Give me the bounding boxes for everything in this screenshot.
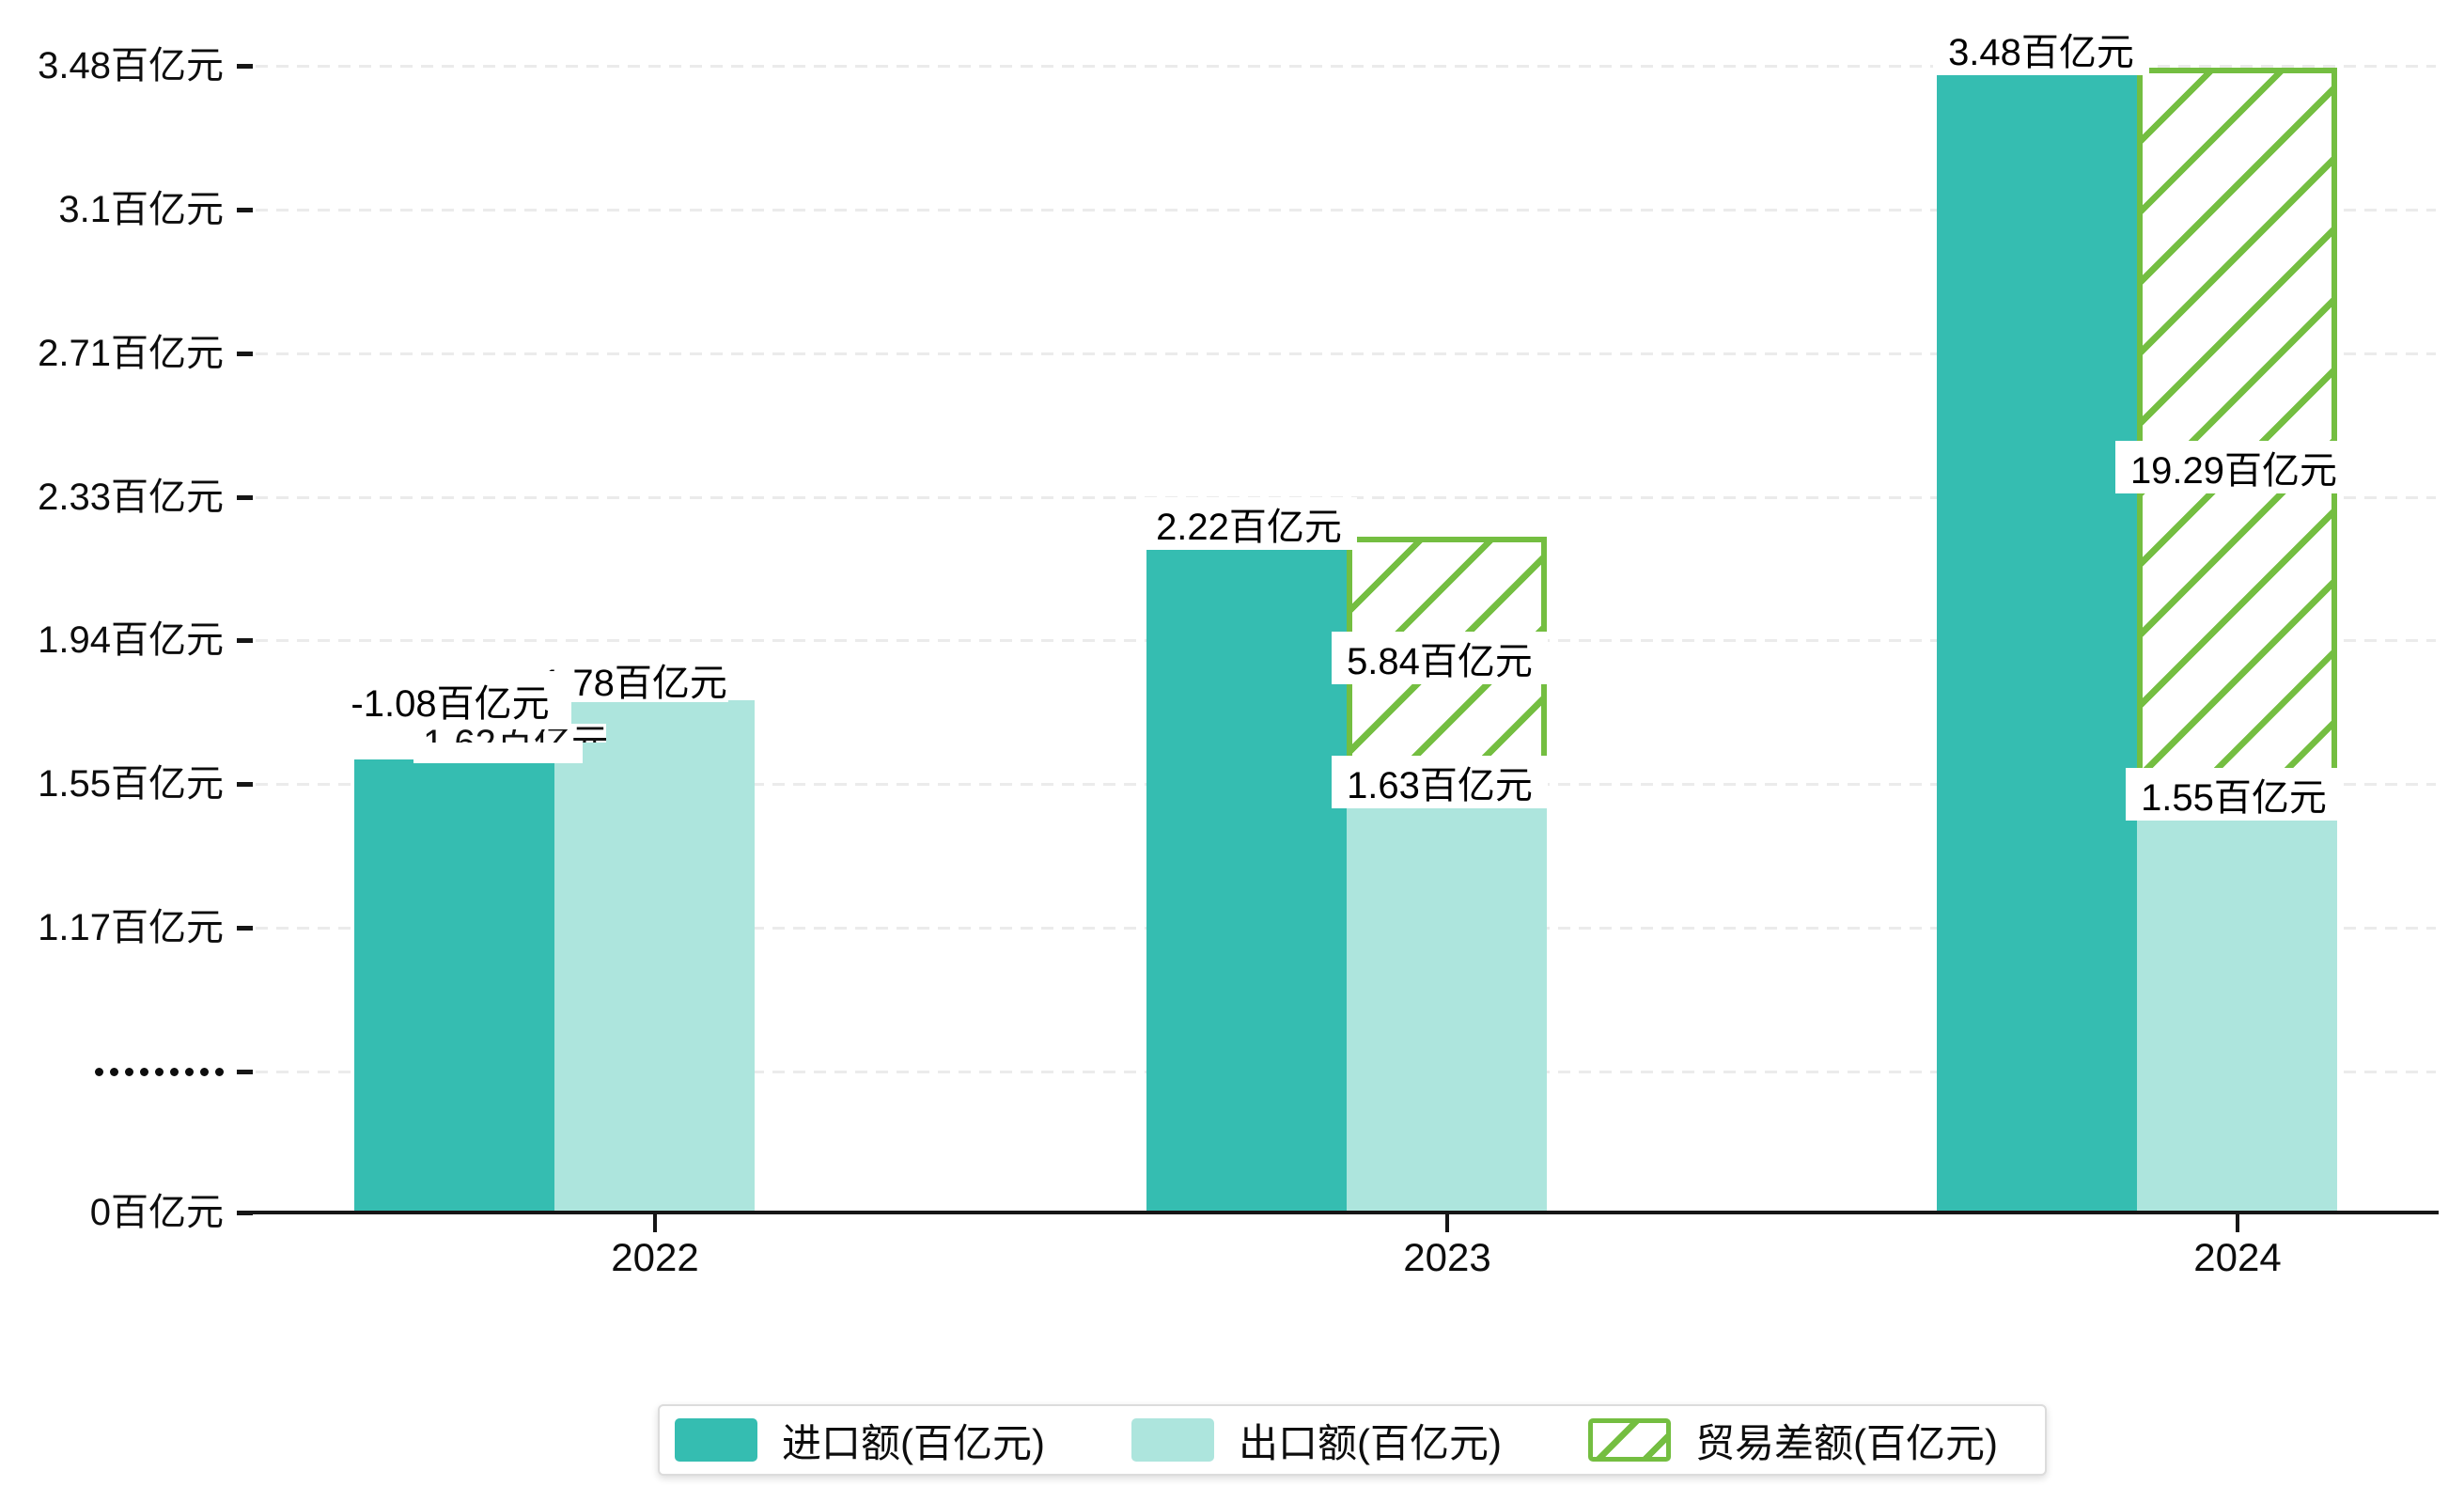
- gridline: [256, 352, 2436, 355]
- y-axis-label: 1.55百亿元: [38, 763, 224, 805]
- gridline: [256, 209, 2436, 211]
- import-bar: [354, 759, 554, 1213]
- y-axis-label: 1.94百亿元: [38, 619, 224, 661]
- export-bar: [1347, 755, 1547, 1213]
- y-axis-tick: [237, 352, 253, 356]
- y-axis-tick: [237, 1070, 253, 1074]
- x-axis-tick: [1445, 1214, 1449, 1232]
- color-swatch-icon: [675, 1418, 757, 1462]
- legend-item-export[interactable]: 出口额(百亿元): [1131, 1412, 1502, 1469]
- y-axis-label: 2.33百亿元: [38, 477, 224, 518]
- x-axis-label: 2022: [611, 1235, 699, 1279]
- import-bar: [1937, 68, 2137, 1213]
- y-axis-label: 0百亿元: [89, 1192, 224, 1233]
- export-value-label: 1.55百亿元: [2126, 768, 2342, 821]
- x-axis-line: [238, 1211, 2439, 1214]
- legend-label: 贸易差额(百亿元): [1694, 1420, 1998, 1465]
- import-value-label: 3.48百亿元: [1933, 23, 2149, 75]
- y-axis-label: 2.71百亿元: [38, 333, 224, 374]
- y-axis-tick: [237, 782, 253, 787]
- x-axis-label: 2023: [1403, 1235, 1491, 1279]
- x-axis-label: 2024: [2193, 1235, 2282, 1279]
- y-axis-tick: [237, 208, 253, 212]
- import-bar: [1146, 536, 1347, 1213]
- label-occlusion-patch: [413, 743, 583, 763]
- y-axis-tick: [237, 495, 253, 500]
- trade-balance-value-label: 5.84百亿元: [1332, 632, 1548, 684]
- export-bar: [554, 699, 755, 1213]
- trade-balance-value-label: 19.29百亿元: [2115, 441, 2352, 493]
- export-value-label: 1.78百亿元: [540, 657, 728, 704]
- legend-label: 进口额(百亿元): [782, 1420, 1045, 1465]
- legend: 进口额(百亿元) 出口额(百亿元) 贸易差额(百亿元): [658, 1404, 2047, 1476]
- legend-label: 出口额(百亿元): [1238, 1420, 1502, 1465]
- export-bar: [2137, 785, 2337, 1213]
- y-axis-label: 3.48百亿元: [38, 45, 224, 86]
- y-axis-tick: [237, 926, 253, 931]
- hatch-swatch-icon: [1587, 1418, 1671, 1462]
- legend-item-import[interactable]: 进口额(百亿元): [675, 1412, 1045, 1469]
- y-axis-label: 1.17百亿元: [38, 907, 224, 948]
- trade-balance-hatch-bar: [2137, 68, 2337, 786]
- y-axis-tick: [237, 64, 253, 69]
- trade-balance-value-label: -1.08百亿元: [329, 671, 571, 729]
- y-axis-label: 3.1百亿元: [58, 189, 224, 230]
- gridline: [256, 65, 2436, 68]
- color-swatch-icon: [1131, 1418, 1214, 1462]
- legend-item-trade-balance[interactable]: 贸易差额(百亿元): [1587, 1412, 1998, 1469]
- y-axis-tick: [237, 638, 253, 643]
- import-value-label: 2.22百亿元: [1141, 497, 1357, 550]
- x-axis-tick: [653, 1214, 657, 1232]
- export-value-label: 1.63百亿元: [1332, 756, 1548, 808]
- x-axis-tick: [2236, 1214, 2239, 1232]
- y-axis-label-broken: [95, 1045, 224, 1098]
